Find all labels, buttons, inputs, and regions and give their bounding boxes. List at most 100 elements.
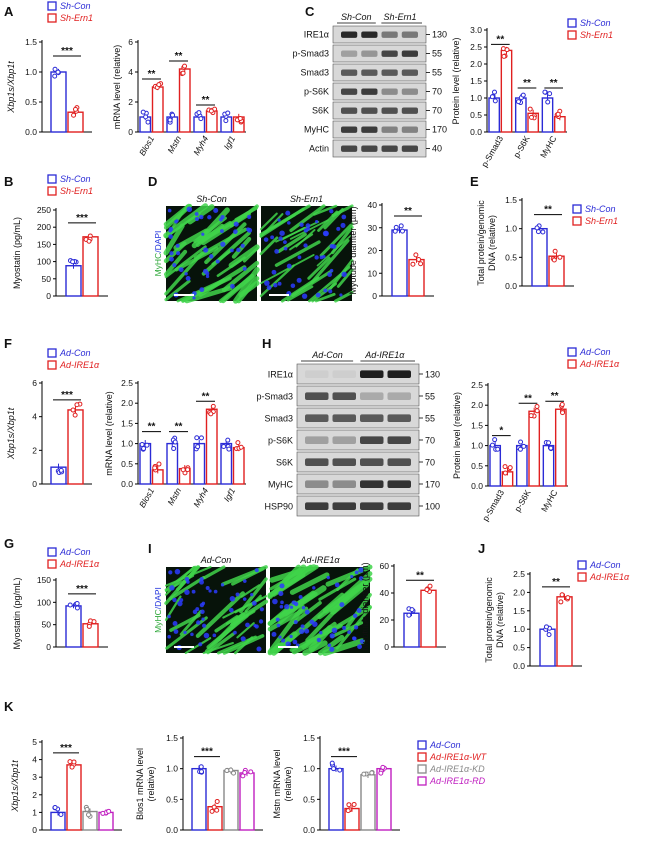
legend-swatch xyxy=(572,216,582,226)
blot-band xyxy=(387,502,411,510)
blot-band xyxy=(381,88,398,95)
nucleus-dot xyxy=(240,243,245,248)
y-axis-label: Xbp1s/Xbp1t xyxy=(6,61,16,114)
data-point xyxy=(156,461,162,467)
data-point xyxy=(74,600,80,606)
blot-band xyxy=(341,69,358,76)
y-tick-label: 0.0 xyxy=(470,127,482,137)
molecular-weight-marker: 70 xyxy=(432,106,442,116)
myotube-fiber xyxy=(330,621,364,639)
y-axis-label: Xbp1s/Xbp1t xyxy=(10,760,20,813)
data-point xyxy=(228,767,234,773)
nucleus-dot xyxy=(285,210,291,216)
nucleus-dot xyxy=(354,570,359,575)
myotube-fiber xyxy=(319,222,354,257)
y-tick-label: 0.5 xyxy=(471,461,483,471)
nucleus-dot xyxy=(167,614,171,619)
nucleus-dot xyxy=(329,646,335,652)
data-point xyxy=(248,769,254,775)
data-point xyxy=(558,599,564,605)
nucleus-dot xyxy=(175,243,180,248)
data-point xyxy=(52,73,58,79)
nucleus-dot xyxy=(278,635,282,639)
bar xyxy=(191,767,207,831)
nucleus-dot xyxy=(184,577,190,582)
nucleus-dot xyxy=(177,600,183,607)
bar xyxy=(376,767,392,831)
nucleus-dot xyxy=(190,632,194,637)
data-point xyxy=(67,602,73,608)
western-blot-H: Ad-Con Ad-IRE1α IRE1α 130 p-Smad3 55 Smad3 55 p-… xyxy=(256,350,440,517)
nucleus-dot xyxy=(287,221,291,225)
data-point xyxy=(398,223,404,229)
significance-mark: ** xyxy=(202,95,210,106)
nucleus-dot xyxy=(296,277,302,283)
blot-band xyxy=(387,414,411,422)
x-tick-label: p-Smad3 xyxy=(479,134,505,169)
nucleus-dot xyxy=(208,254,214,259)
legend-swatch xyxy=(47,13,57,23)
data-point xyxy=(495,446,501,452)
x-tick-label: Igf1 xyxy=(221,486,237,504)
data-point xyxy=(546,440,552,446)
nucleus-dot xyxy=(283,240,287,245)
bar xyxy=(239,772,255,831)
nucleus-dot xyxy=(305,223,311,229)
nucleus-dot xyxy=(243,579,247,583)
y-tick-label: 50 xyxy=(42,620,52,630)
micrograph-I: Ad-Con Ad-IRE1α MyHC/DAPI xyxy=(153,555,373,656)
data-point xyxy=(167,117,173,123)
bar xyxy=(151,86,164,133)
blot-group-header: Sh-Ern1 xyxy=(383,12,416,22)
nucleus-dot xyxy=(301,293,308,299)
myotube-fiber xyxy=(295,229,316,248)
data-point xyxy=(194,435,200,441)
myotube-fiber xyxy=(334,290,354,303)
y-tick-label: 2 xyxy=(128,97,133,107)
data-point xyxy=(100,810,106,816)
myotube-fiber xyxy=(230,609,256,627)
data-point xyxy=(74,402,80,408)
nucleus-dot xyxy=(319,255,324,260)
data-point xyxy=(86,623,92,629)
nucleus-dot xyxy=(185,275,191,281)
nucleus-dot xyxy=(328,289,333,294)
blot-band xyxy=(341,126,358,133)
data-point xyxy=(209,808,215,814)
blot-band xyxy=(341,31,358,38)
nucleus-dot xyxy=(245,622,250,628)
data-point xyxy=(521,443,527,449)
blot-band xyxy=(361,69,378,76)
data-point xyxy=(140,109,146,115)
data-point xyxy=(71,759,77,765)
myotube-fiber xyxy=(259,236,279,256)
data-point xyxy=(84,806,90,812)
data-point xyxy=(185,467,191,473)
blot-band xyxy=(305,458,329,466)
nucleus-dot xyxy=(347,630,352,635)
blot-band xyxy=(360,414,384,422)
legend-swatch xyxy=(47,174,57,184)
blot-band xyxy=(305,370,329,378)
data-point xyxy=(145,119,151,125)
blot-band xyxy=(360,370,384,378)
data-point xyxy=(534,225,540,231)
nucleus-dot xyxy=(329,209,334,214)
data-point xyxy=(70,407,76,413)
data-point xyxy=(540,229,546,235)
legend-swatch xyxy=(567,347,577,357)
blot-row-label: p-Smad3 xyxy=(256,392,293,402)
significance-mark: ** xyxy=(551,391,559,402)
blot-band xyxy=(332,436,356,444)
blot-band xyxy=(305,436,329,444)
legend-swatch xyxy=(47,186,57,196)
nucleus-dot xyxy=(168,226,174,232)
nucleus-dot xyxy=(174,568,181,575)
nucleus-dot xyxy=(309,619,315,625)
y-tick-label: 20 xyxy=(380,615,390,625)
nucleus-dot xyxy=(315,292,321,298)
stain-dapi: /DAPI xyxy=(153,587,163,609)
panel-letter-H: H xyxy=(262,336,271,351)
y-tick-label: 0.0 xyxy=(471,481,483,491)
data-point xyxy=(170,112,176,118)
